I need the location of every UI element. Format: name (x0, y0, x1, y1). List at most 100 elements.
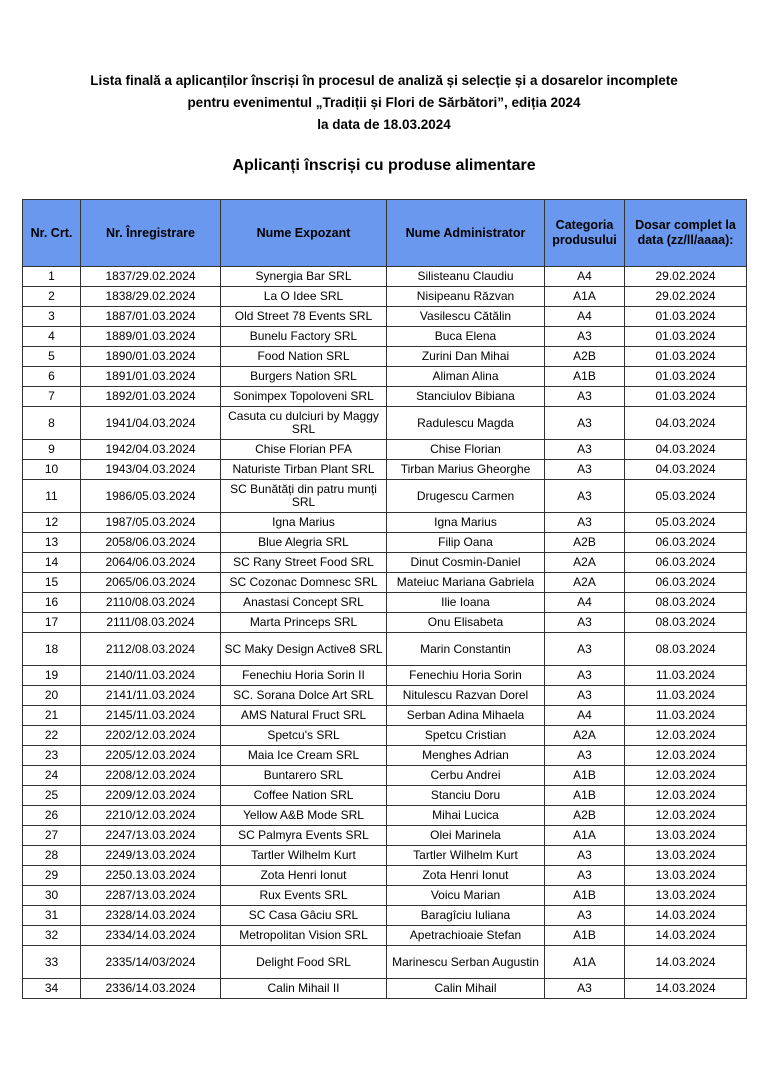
cell-nume-expozant: Marta Princeps SRL (220, 612, 387, 633)
cell-nr-inregistrare: 2287/13.03.2024 (80, 885, 221, 906)
cell-nr-crt: 19 (22, 665, 81, 686)
cell-nr-crt: 25 (22, 785, 81, 806)
table-row: 33 2335/14/03/2024 Delight Food SRL Marines… (22, 945, 747, 979)
cell-nume-administrator: Nitulescu Razvan Dorel (386, 685, 545, 706)
table-header-row: Nr. Crt. Nr. Înregistrare Nume Expozant … (22, 199, 747, 267)
cell-nume-expozant: Synergia Bar SRL (220, 266, 387, 287)
cell-nr-inregistrare: 2064/06.03.2024 (80, 552, 221, 573)
cell-nume-expozant: La O Idee SRL (220, 286, 387, 307)
cell-nume-administrator: Mateiuc Mariana Gabriela (386, 572, 545, 593)
cell-nume-administrator: Filip Oana (386, 532, 545, 553)
cell-nr-inregistrare: 2065/06.03.2024 (80, 572, 221, 593)
cell-nr-crt: 5 (22, 346, 81, 367)
cell-nume-expozant: Casuta cu dulciuri by Maggy SRL (220, 406, 387, 440)
cell-nr-inregistrare: 1943/04.03.2024 (80, 459, 221, 480)
table-row: 28 2249/13.03.2024 Tartler Wilhelm Kurt Tar… (22, 845, 747, 866)
table-row: 21 2145/11.03.2024 AMS Natural Fruct SRL Se… (22, 705, 747, 726)
table-row: 7 1892/01.03.2024 Sonimpex Topoloveni SRL S… (22, 386, 747, 407)
cell-dosar-complet: 04.03.2024 (624, 406, 747, 440)
cell-categoria: A2B (544, 346, 625, 367)
cell-nume-administrator: Fenechiu Horia Sorin (386, 665, 545, 686)
table-row: 27 2247/13.03.2024 SC Palmyra Events SRL Ol… (22, 825, 747, 846)
cell-dosar-complet: 14.03.2024 (624, 945, 747, 979)
cell-nume-administrator: Tartler Wilhelm Kurt (386, 845, 545, 866)
cell-nume-expozant: SC Bunătăți din patru munți SRL (220, 479, 387, 513)
cell-categoria: A1B (544, 885, 625, 906)
table-row: 9 1942/04.03.2024 Chise Florian PFA Chise F… (22, 439, 747, 460)
column-header-nr-inregistrare: Nr. Înregistrare (80, 199, 221, 267)
cell-nr-inregistrare: 2145/11.03.2024 (80, 705, 221, 726)
cell-nr-crt: 10 (22, 459, 81, 480)
cell-nume-expozant: SC. Sorana Dolce Art SRL (220, 685, 387, 706)
cell-nume-administrator: Spetcu Cristian (386, 725, 545, 746)
cell-nume-expozant: Anastasi Concept SRL (220, 592, 387, 613)
cell-nr-crt: 1 (22, 266, 81, 287)
cell-nume-administrator: Silisteanu Claudiu (386, 266, 545, 287)
cell-nr-crt: 13 (22, 532, 81, 553)
cell-nr-inregistrare: 2141/11.03.2024 (80, 685, 221, 706)
title-line: la data de 18.03.2024 (317, 117, 451, 132)
applicants-table: Nr. Crt. Nr. Înregistrare Nume Expozant … (22, 199, 747, 999)
cell-nr-inregistrare: 2250.13.03.2024 (80, 865, 221, 886)
title-line: pentru evenimentul „Tradiții și Flori de… (187, 95, 581, 110)
cell-nr-inregistrare: 1837/29.02.2024 (80, 266, 221, 287)
cell-categoria: A3 (544, 632, 625, 666)
cell-nr-inregistrare: 2209/12.03.2024 (80, 785, 221, 806)
table-row: 29 2250.13.03.2024 Zota Henri Ionut Zota He… (22, 865, 747, 886)
cell-dosar-complet: 29.02.2024 (624, 286, 747, 307)
cell-nume-expozant: Chise Florian PFA (220, 439, 387, 460)
cell-dosar-complet: 13.03.2024 (624, 845, 747, 866)
cell-nume-administrator: Chise Florian (386, 439, 545, 460)
cell-nume-administrator: Voicu Marian (386, 885, 545, 906)
cell-dosar-complet: 08.03.2024 (624, 612, 747, 633)
cell-nume-expozant: Calin Mihail II (220, 978, 387, 999)
cell-dosar-complet: 14.03.2024 (624, 925, 747, 946)
cell-dosar-complet: 04.03.2024 (624, 439, 747, 460)
cell-categoria: A3 (544, 865, 625, 886)
cell-dosar-complet: 12.03.2024 (624, 745, 747, 766)
table-row: 25 2209/12.03.2024 Coffee Nation SRL Stanci… (22, 785, 747, 806)
cell-categoria: A4 (544, 306, 625, 327)
cell-nume-administrator: Stanciu Doru (386, 785, 545, 806)
cell-nume-administrator: Buca Elena (386, 326, 545, 347)
cell-categoria: A1B (544, 765, 625, 786)
cell-nume-expozant: Coffee Nation SRL (220, 785, 387, 806)
cell-categoria: A3 (544, 905, 625, 926)
cell-nume-expozant: SC Rany Street Food SRL (220, 552, 387, 573)
cell-nume-expozant: Yellow A&B Mode SRL (220, 805, 387, 826)
table-row: 2 1838/29.02.2024 La O Idee SRL Nisipeanu R… (22, 286, 747, 307)
cell-nume-expozant: Bunelu Factory SRL (220, 326, 387, 347)
cell-nume-administrator: Vasilescu Cătălin (386, 306, 545, 327)
cell-nr-crt: 28 (22, 845, 81, 866)
cell-categoria: A4 (544, 592, 625, 613)
cell-nume-administrator: Radulescu Magda (386, 406, 545, 440)
cell-nr-inregistrare: 2334/14.03.2024 (80, 925, 221, 946)
cell-nume-expozant: Rux Events SRL (220, 885, 387, 906)
cell-nr-inregistrare: 2208/12.03.2024 (80, 765, 221, 786)
cell-nr-crt: 23 (22, 745, 81, 766)
cell-categoria: A3 (544, 386, 625, 407)
table-row: 13 2058/06.03.2024 Blue Alegria SRL Filip O… (22, 532, 747, 553)
table-row: 31 2328/14.03.2024 SC Casa Gâciu SRL Baragî… (22, 905, 747, 926)
cell-nume-administrator: Olei Marinela (386, 825, 545, 846)
cell-nume-administrator: Onu Elisabeta (386, 612, 545, 633)
cell-categoria: A3 (544, 665, 625, 686)
cell-nume-administrator: Marin Constantin (386, 632, 545, 666)
table-row: 34 2336/14.03.2024 Calin Mihail II Calin Mi… (22, 978, 747, 999)
cell-nr-crt: 3 (22, 306, 81, 327)
table-row: 30 2287/13.03.2024 Rux Events SRL Voicu Mar… (22, 885, 747, 906)
cell-dosar-complet: 01.03.2024 (624, 306, 747, 327)
cell-dosar-complet: 11.03.2024 (624, 685, 747, 706)
cell-nume-administrator: Marinescu Serban Augustin (386, 945, 545, 979)
table-row: 12 1987/05.03.2024 Igna Marius Igna Marius A… (22, 512, 747, 533)
table-row: 11 1986/05.03.2024 SC Bunătăți din patru m… (22, 479, 747, 513)
cell-categoria: A3 (544, 459, 625, 480)
cell-dosar-complet: 08.03.2024 (624, 592, 747, 613)
cell-nr-inregistrare: 2210/12.03.2024 (80, 805, 221, 826)
table-row: 3 1887/01.03.2024 Old Street 78 Events SRL… (22, 306, 747, 327)
cell-nume-administrator: Drugescu Carmen (386, 479, 545, 513)
cell-nume-expozant: Tartler Wilhelm Kurt (220, 845, 387, 866)
cell-nume-expozant: SC Casa Gâciu SRL (220, 905, 387, 926)
table-row: 20 2141/11.03.2024 SC. Sorana Dolce Art SR… (22, 685, 747, 706)
cell-nr-inregistrare: 1891/01.03.2024 (80, 366, 221, 387)
